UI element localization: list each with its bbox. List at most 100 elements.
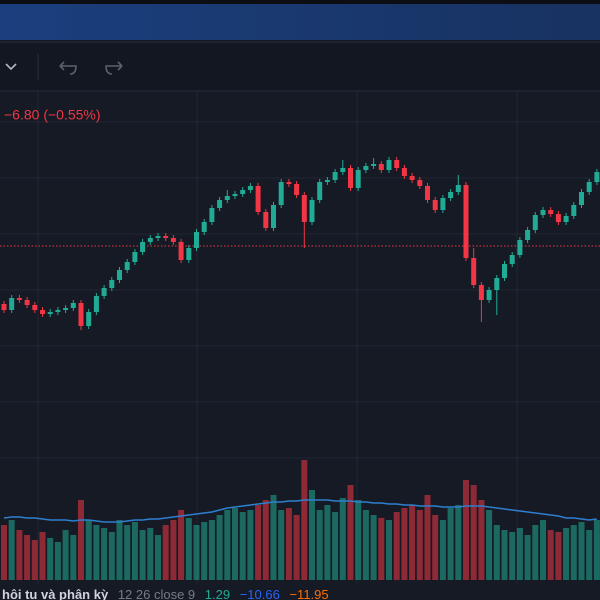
- volume-bar: [262, 500, 269, 580]
- candle-body: [240, 190, 246, 194]
- volume-bar: [309, 490, 315, 580]
- volume-bar: [332, 512, 339, 580]
- chevron-button[interactable]: [5, 63, 17, 71]
- volume-bar: [247, 510, 254, 580]
- volume-bar: [39, 532, 46, 580]
- candle-body: [525, 230, 531, 240]
- redo-button[interactable]: [105, 61, 123, 75]
- candle-body: [532, 215, 538, 230]
- candle-body: [140, 242, 146, 252]
- candle-body: [271, 205, 276, 228]
- candle-body: [78, 303, 84, 326]
- volume-bar: [162, 525, 169, 580]
- candle-body: [355, 170, 361, 188]
- volume-bar: [516, 528, 523, 580]
- volume-bar: [208, 520, 215, 580]
- volume-bar: [293, 515, 300, 580]
- candle-body: [548, 210, 554, 214]
- candle-body: [170, 238, 176, 242]
- candle-body: [255, 186, 261, 212]
- volume-bar: [108, 532, 115, 580]
- candle-body: [494, 278, 500, 290]
- volume-bar: [570, 525, 577, 580]
- top-bar: [0, 4, 600, 40]
- volume-bar: [193, 525, 200, 580]
- candle-body: [217, 200, 223, 208]
- volume-bar: [131, 522, 138, 580]
- undo-button[interactable]: [59, 61, 77, 75]
- candle-body: [194, 232, 199, 248]
- volume-ma-line: [3, 499, 597, 523]
- volume-bar: [47, 538, 54, 580]
- series: [1, 157, 600, 580]
- volume-bar: [401, 508, 408, 580]
- candle-body: [263, 212, 269, 228]
- candle-body: [340, 168, 346, 172]
- candle-body: [440, 198, 446, 210]
- volume-bar: [378, 518, 385, 580]
- volume-bar: [563, 528, 570, 580]
- candle-body: [163, 236, 169, 238]
- volume-bar: [339, 498, 346, 580]
- volume-bar: [447, 508, 454, 580]
- indicator-value: −11.95: [289, 587, 328, 600]
- candle-body: [432, 200, 438, 210]
- candle-body: [70, 303, 76, 308]
- volume-bar: [78, 500, 84, 580]
- volume-bar: [31, 540, 38, 580]
- indicator-legend: hội tụ và phân kỳ 12 26 close 9 1.29 −10…: [2, 587, 329, 600]
- candle-body: [471, 258, 477, 285]
- volume-bar: [170, 520, 177, 580]
- candle-body: [63, 308, 69, 310]
- candle-body: [247, 186, 253, 190]
- volume-bar: [93, 525, 100, 580]
- volume-bar: [139, 530, 146, 580]
- volume-bar: [478, 500, 485, 580]
- candle-body: [386, 160, 392, 170]
- candle-body: [509, 255, 515, 264]
- volume-bar: [432, 515, 439, 580]
- candle-body: [309, 200, 315, 222]
- indicator-name: hội tụ và phân kỳ: [2, 587, 109, 600]
- volume-bar: [347, 485, 354, 580]
- candle-body: [540, 210, 546, 215]
- candle-body: [132, 252, 138, 262]
- candle-body: [201, 222, 207, 232]
- volume-bar: [270, 495, 277, 580]
- volume-bar: [386, 520, 392, 580]
- candle-body: [232, 194, 238, 196]
- candle-body: [486, 290, 492, 300]
- volume-bar: [85, 520, 92, 580]
- volume-bar: [547, 530, 554, 580]
- candle-body: [502, 264, 507, 278]
- candle-body: [571, 205, 577, 216]
- candle-body: [317, 182, 323, 200]
- candle-body: [93, 296, 99, 312]
- volume-bar: [316, 510, 323, 580]
- candle-body: [117, 270, 122, 280]
- volume-bar: [178, 510, 185, 580]
- volume-bar: [324, 505, 331, 580]
- candle-body: [417, 180, 423, 186]
- volume-bar: [285, 508, 292, 580]
- candle-body: [586, 182, 592, 192]
- volume-bar: [463, 480, 469, 580]
- candle-body: [209, 208, 215, 222]
- volume-bar: [532, 525, 539, 580]
- candle-body: [155, 236, 161, 238]
- volume-bar: [278, 510, 285, 580]
- volume-bar: [224, 510, 231, 580]
- candle-body: [109, 280, 115, 288]
- volume-bar: [216, 515, 223, 580]
- volume-bar: [439, 520, 446, 580]
- volume-bar: [586, 530, 593, 580]
- indicator-value: −10.66: [240, 587, 280, 600]
- volume-bar: [116, 520, 123, 580]
- candle-body: [448, 192, 454, 198]
- candle-body: [378, 164, 384, 170]
- volume-bar: [524, 535, 531, 580]
- volume-bar: [555, 532, 562, 580]
- volume-bar: [124, 525, 131, 580]
